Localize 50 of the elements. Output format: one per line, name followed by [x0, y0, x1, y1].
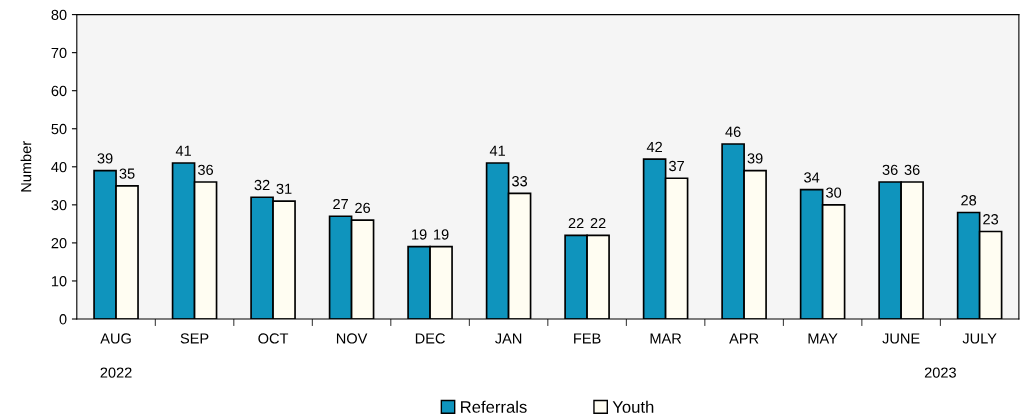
y-tick-label: 40 — [51, 161, 67, 173]
y-tick-label: 10 — [51, 276, 67, 287]
data-label: 31 — [276, 183, 292, 194]
x-tick-label: JUNE — [882, 333, 920, 344]
x-tick-label: MAY — [808, 333, 838, 344]
data-label: 22 — [590, 217, 606, 229]
x-tick-label: APR — [729, 333, 759, 344]
data-label: 28 — [961, 195, 977, 206]
data-label: 41 — [489, 145, 505, 156]
y-tick-label: 0 — [59, 314, 67, 325]
data-label: 39 — [747, 153, 763, 164]
data-label: 37 — [669, 160, 684, 172]
x-tick-label: NOV — [336, 333, 368, 344]
y-tick-label: 30 — [51, 199, 67, 211]
data-label: 34 — [804, 172, 820, 183]
text: 2022 — [100, 367, 132, 378]
text: 2023 — [924, 367, 956, 378]
legend-label: Youth — [612, 400, 654, 413]
legend-label: Referrals — [461, 400, 527, 413]
data-label: 27 — [333, 198, 348, 210]
x-tick-label: OCT — [258, 333, 289, 344]
data-label: 46 — [725, 126, 741, 137]
y-tick-label: 50 — [51, 123, 67, 135]
x-tick-label: JULY — [962, 333, 997, 344]
data-label: 23 — [983, 214, 999, 225]
data-label: 26 — [355, 202, 371, 214]
x-tick-label: MAR — [650, 333, 682, 344]
data-label: 36 — [198, 164, 214, 175]
data-label: 19 — [412, 229, 427, 240]
data-label: 35 — [119, 168, 135, 179]
x-tick-label: SEP — [180, 333, 209, 344]
data-label: 42 — [646, 141, 662, 152]
x-tick-label: DEC — [415, 333, 445, 344]
data-label: 36 — [882, 164, 898, 175]
data-label: 41 — [175, 145, 191, 156]
y-tick-label: 70 — [51, 47, 67, 59]
data-label: 36 — [904, 164, 920, 175]
y-tick-label: 60 — [51, 85, 67, 97]
y-tick-label: 20 — [51, 238, 67, 249]
data-label: 33 — [512, 176, 528, 187]
x-tick-label: AUG — [100, 333, 131, 344]
data-label: 39 — [97, 153, 113, 164]
data-label: 22 — [568, 217, 584, 229]
x-tick-label: FEB — [574, 333, 601, 344]
data-label: 32 — [254, 179, 270, 191]
y-tick-label: 80 — [51, 9, 67, 21]
y-axis-title: Number — [20, 141, 32, 192]
data-label: 30 — [826, 187, 842, 198]
x-tick-label: JAN — [495, 333, 522, 344]
data-label: 19 — [434, 229, 449, 240]
